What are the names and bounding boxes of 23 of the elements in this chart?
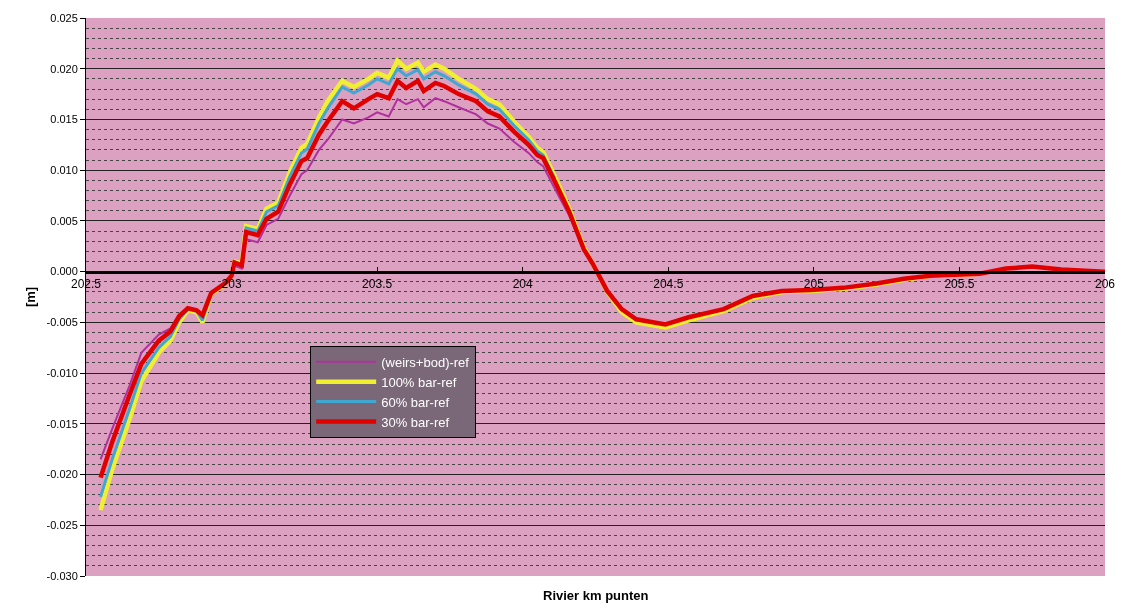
y-tick-label: 0.015 bbox=[50, 113, 78, 126]
y-axis-title: [m] bbox=[22, 286, 38, 308]
x-tick-label: 204.5 bbox=[653, 276, 684, 291]
x-tick-label: 205.5 bbox=[944, 276, 975, 291]
y-tick-label: 0.020 bbox=[50, 62, 78, 75]
y-tick-label: 0.000 bbox=[50, 265, 78, 278]
y-tick-label: -0.005 bbox=[46, 316, 78, 329]
y-tick-label: 0.010 bbox=[50, 164, 78, 177]
legend-label: (weirs+bod)-ref bbox=[381, 354, 470, 370]
legend-label: 30% bar-ref bbox=[381, 414, 450, 430]
legend-label: 60% bar-ref bbox=[381, 394, 450, 410]
y-tick-label: -0.010 bbox=[46, 366, 78, 379]
x-tick-label: 204 bbox=[512, 276, 534, 291]
y-tick-label: -0.020 bbox=[46, 468, 78, 481]
legend-label: 100% bar-ref bbox=[381, 374, 457, 390]
y-tick-label: 0.005 bbox=[50, 214, 78, 227]
x-tick-label: 206 bbox=[1094, 276, 1116, 291]
x-tick-label: 203.5 bbox=[362, 276, 393, 291]
y-tick-label: -0.030 bbox=[46, 569, 78, 582]
y-tick-label: -0.015 bbox=[46, 417, 78, 430]
y-tick-label: 0.025 bbox=[50, 11, 78, 24]
x-axis-title: Rivier km punten bbox=[543, 588, 649, 603]
y-tick-label: -0.025 bbox=[46, 519, 78, 532]
